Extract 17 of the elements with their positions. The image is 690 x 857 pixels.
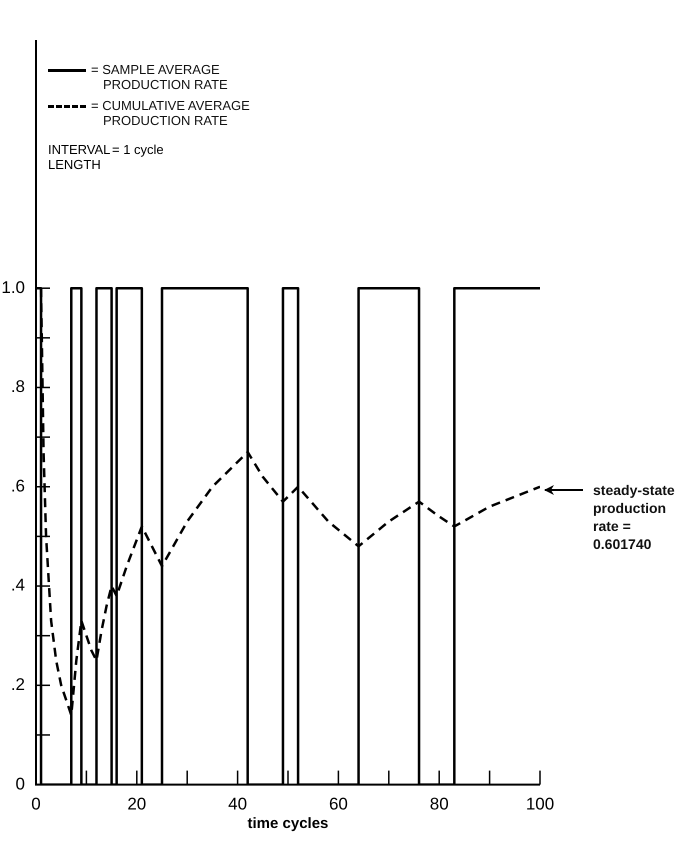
x-tick-label: 100 (526, 794, 554, 814)
x-tick-label: 40 (228, 794, 248, 814)
y-tick-label: 0 (16, 774, 25, 794)
y-tick-label: .2 (10, 675, 25, 694)
legend-label: = SAMPLE AVERAGE PRODUCTION RATE (91, 62, 229, 92)
legend-label: = CUMULATIVE AVERAGE PRODUCTION RATE (91, 98, 251, 128)
x-tick-label: 80 (430, 794, 449, 814)
y-tick-label: .8 (10, 377, 25, 396)
x-tick-label: 60 (328, 794, 348, 814)
y-tick-label: .4 (10, 576, 25, 595)
x-tick-label: 20 (127, 794, 146, 814)
x-tick-label: 0 (31, 794, 41, 814)
annotation: INTERVAL LENGTH = 1 cycle (48, 142, 164, 172)
x-axis-title: time cycles (248, 814, 328, 832)
text: steady-state production rate = 0.601740 (593, 480, 676, 553)
y-tick-label: .6 (10, 476, 25, 496)
y-tick-label: 1.0 (1, 278, 25, 297)
